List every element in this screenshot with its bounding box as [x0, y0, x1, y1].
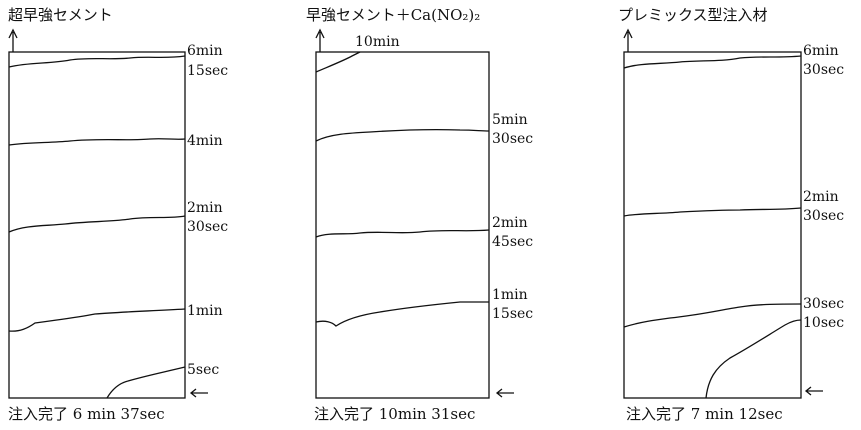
panel-3-curve-10sec	[705, 319, 802, 399]
panel-3-frame	[623, 51, 802, 399]
panel-3-label-30sec: 30sec	[803, 62, 845, 78]
panel-1-label-6min: 6min	[187, 43, 223, 59]
panel-2-label-15sec: 15sec	[492, 306, 534, 322]
panel-2-title: 早強セメント＋Ca(NO₂)₂	[306, 6, 481, 24]
panel-2-curve-10min	[315, 51, 361, 73]
panel-1-frame	[8, 51, 186, 399]
panel-2-curve-5min	[315, 128, 490, 142]
panel-2-footer: 注入完了 10min 31sec	[314, 405, 476, 423]
panel-2-curve-1min	[315, 301, 489, 327]
panel-1-curve-2min	[8, 215, 186, 233]
panel-1-footer: 注入完了 6 min 37sec	[8, 405, 165, 423]
panel-2-label-30sec: 30sec	[492, 131, 534, 147]
panel-1-curve-6min	[8, 55, 186, 68]
panel-3-curve-6min	[623, 55, 802, 69]
panel-1-label-5sec: 5sec	[187, 362, 220, 378]
panel-1-up-arrow	[8, 28, 18, 52]
panel-2-up-arrow	[315, 28, 325, 52]
panel-2-end-arrow	[495, 388, 514, 398]
panel-1-curve-4min	[8, 138, 186, 146]
panel-1-label-4min: 4min	[187, 133, 223, 149]
panel-3-end-arrow	[804, 386, 823, 396]
panel-1-label-2min: 2min	[187, 200, 223, 216]
panel-2-label-45sec: 45sec	[492, 234, 534, 250]
panel-2-label-1min: 1min	[492, 287, 528, 303]
panel-2-label-10min: 10min	[355, 34, 400, 50]
panel-3-label-10sec: 10sec	[803, 315, 845, 331]
panel-3-curve-30sec	[623, 303, 802, 328]
panel-3-footer: 注入完了 7 min 12sec	[626, 405, 783, 423]
panel-2-frame	[315, 51, 490, 399]
panel-3-title: プレミックス型注入材	[618, 6, 768, 24]
panel-1-label-15sec: 15sec	[187, 63, 229, 79]
panel-3-curve-2min30sec	[623, 207, 802, 217]
panel-1-end-arrow	[189, 388, 208, 398]
panel-2-label-5min: 5min	[492, 112, 528, 128]
panel-1-curve-1min	[8, 308, 186, 332]
panel-3-up-arrow	[623, 28, 633, 52]
panel-2-curve-2min	[315, 229, 490, 238]
panel-1-label-1min: 1min	[187, 303, 223, 319]
panel-1-label-30sec: 30sec	[187, 219, 229, 235]
panel-3-label-2min: 2min	[803, 189, 839, 205]
panel-3-label-6min: 6min	[803, 43, 839, 59]
panel-1-title: 超早強セメント	[8, 6, 113, 24]
panel-3-label-30sec-c: 30sec	[803, 296, 845, 312]
panel-1-curve-5sec	[106, 366, 186, 399]
panel-3-label-30sec-b: 30sec	[803, 208, 845, 224]
panel-2-label-2min: 2min	[492, 215, 528, 231]
